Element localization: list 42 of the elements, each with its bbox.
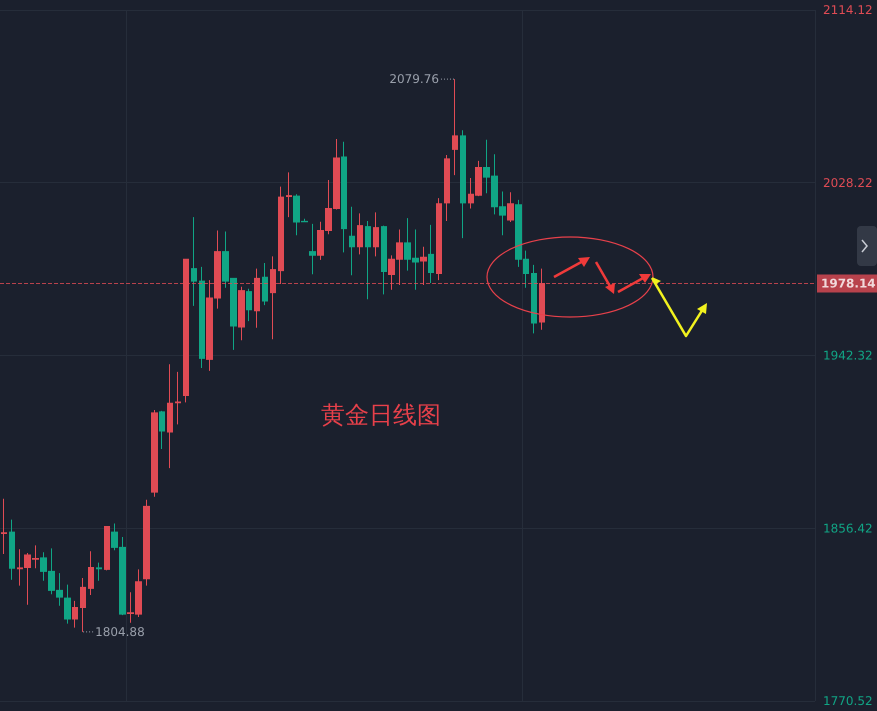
candlestick [341, 141, 347, 253]
candlestick [381, 225, 387, 295]
y-tick-label: 2114.12 [823, 3, 873, 17]
candlestick [460, 130, 466, 239]
candlestick [88, 550, 94, 596]
candlestick [72, 600, 78, 628]
candlestick [80, 577, 86, 632]
candlestick [262, 262, 268, 306]
candlestick [309, 223, 316, 275]
candlestick [349, 206, 355, 276]
candlestick [167, 364, 173, 469]
candlestick [246, 288, 252, 322]
candlestick [159, 410, 165, 450]
candlestick [143, 499, 150, 586]
ref-line-label: 1978.14 [821, 276, 876, 290]
candlestick [1, 498, 7, 555]
candlestick [507, 192, 514, 223]
y-tick-label: 1770.52 [823, 694, 873, 708]
candlestick [444, 154, 450, 222]
text: 黄金日线图 [321, 401, 441, 429]
candlestick [96, 562, 102, 582]
candlestick [428, 224, 434, 284]
candlestick [357, 212, 363, 255]
candlestick [452, 78, 458, 176]
candlestick [286, 172, 292, 218]
candlestick [238, 286, 245, 341]
candlestick [151, 410, 158, 498]
candlestick [175, 371, 181, 425]
candlestick [9, 519, 15, 580]
y-tick-label: 1856.42 [823, 521, 873, 536]
candlestick [199, 266, 205, 369]
y-tick-label: 2028.22 [823, 176, 873, 190]
candlestick [365, 220, 371, 300]
annotation: 1804.88 [95, 624, 145, 639]
candlestick [104, 526, 110, 571]
candlestick [64, 584, 71, 624]
annotation: 2079.76 [389, 72, 439, 86]
y-tick-label: 1942.32 [823, 348, 873, 362]
candlestick [191, 216, 197, 306]
candlestick [531, 264, 537, 334]
candlestick [436, 198, 442, 281]
candlestick [373, 212, 379, 257]
